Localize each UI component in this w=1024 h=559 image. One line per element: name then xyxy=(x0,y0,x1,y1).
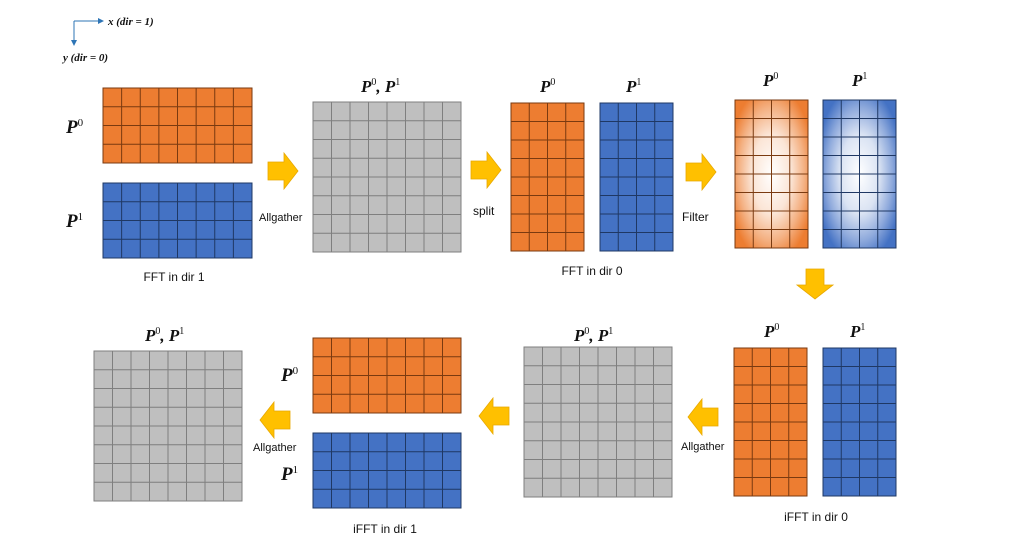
grid-p0-ifft-dir0 xyxy=(733,347,808,497)
combined-label-gathered: P0, P1 xyxy=(360,77,400,96)
grid-gathered-1 xyxy=(312,101,462,253)
arrow-allgather-1 xyxy=(267,151,299,191)
combined-label-gathered-2: P0, P1 xyxy=(573,326,613,345)
grid-p1-initial xyxy=(102,182,253,259)
axis-indicator: x (dir = 1) y (dir = 0) xyxy=(61,16,154,64)
arrow-allgather-2 xyxy=(687,397,719,437)
grids xyxy=(93,87,897,509)
p1-label-split: P1 xyxy=(625,77,641,96)
step-label-allgather-1: Allgather xyxy=(259,212,303,224)
p1-label-ifft-dir0: P1 xyxy=(849,322,865,341)
step-label-ifft-dir1: iFFT in dir 1 xyxy=(353,522,417,536)
grid-final xyxy=(93,350,243,502)
grid-gathered-2 xyxy=(523,346,673,498)
arrow-filter xyxy=(685,152,717,192)
combined-label-final: P0, P1 xyxy=(144,326,184,345)
step-label-ifft-dir0: iFFT in dir 0 xyxy=(784,510,848,524)
p0-label-ifft-dir0: P0 xyxy=(763,322,779,341)
grid-p1-ifft-dir1 xyxy=(312,432,462,509)
grid-p0-ifft-dir1 xyxy=(312,337,462,414)
grid-p1-filtered xyxy=(822,99,897,249)
arrow-allgather-3 xyxy=(259,400,291,440)
arrow-left-mid xyxy=(478,396,510,436)
x-axis-label: x (dir = 1) xyxy=(107,16,154,28)
p1-label-initial: P1 xyxy=(65,211,83,232)
grid-p0-filtered xyxy=(734,99,809,249)
step-label-allgather-2: Allgather xyxy=(681,441,725,453)
grid-p1-ifft-dir0 xyxy=(822,347,897,497)
grid-p0-split xyxy=(510,102,585,252)
p0-label-initial: P0 xyxy=(65,117,84,138)
step-label-fft-dir1: FFT in dir 1 xyxy=(143,270,204,284)
arrow-split xyxy=(470,150,502,190)
arrow-down-filter xyxy=(795,268,835,300)
p1-label-ifft-dir1: P1 xyxy=(280,464,298,485)
p1-label-filtered: P1 xyxy=(851,71,867,90)
p0-label-split: P0 xyxy=(539,77,555,96)
y-axis-label: y (dir = 0) xyxy=(61,52,108,64)
step-label-allgather-3: Allgather xyxy=(253,442,297,454)
p0-label-filtered: P0 xyxy=(762,71,778,90)
grid-p0-initial xyxy=(102,87,253,164)
step-label-fft-dir0: FFT in dir 0 xyxy=(561,264,622,278)
p0-label-ifft-dir1: P0 xyxy=(280,365,299,386)
step-label-split: split xyxy=(473,204,495,218)
transition-arrows xyxy=(259,150,835,440)
grid-p1-split xyxy=(599,102,674,252)
step-label-filter: Filter xyxy=(682,210,709,224)
